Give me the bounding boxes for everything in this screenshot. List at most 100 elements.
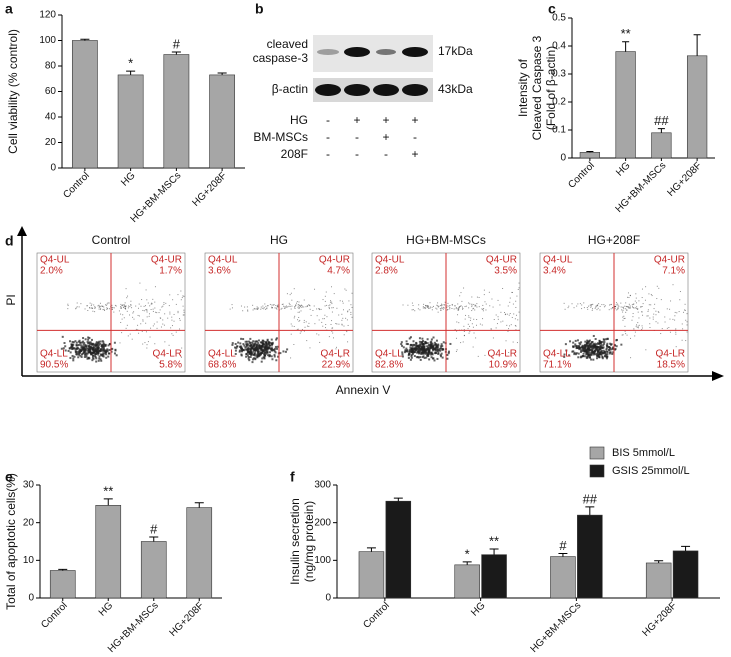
event-dot [328, 336, 330, 338]
event-dot [165, 302, 167, 304]
event-dot [460, 292, 462, 294]
event-dot [587, 351, 590, 354]
event-dot [240, 345, 243, 348]
event-dot [637, 325, 639, 327]
event-dot [620, 306, 622, 308]
event-dot [446, 306, 448, 308]
event-dot [625, 311, 627, 313]
event-dot [99, 305, 101, 307]
event-dot [142, 343, 144, 345]
event-dot [229, 308, 231, 310]
event-dot [71, 340, 74, 343]
event-dot [261, 339, 264, 342]
event-dot [75, 307, 77, 309]
event-dot [655, 321, 657, 323]
event-dot [76, 352, 79, 355]
event-dot [238, 349, 241, 352]
event-dot [231, 343, 234, 346]
event-dot [467, 323, 469, 325]
event-dot [622, 319, 624, 321]
event-dot [600, 353, 603, 356]
event-dot [596, 343, 599, 346]
event-dot [249, 349, 252, 352]
event-dot [99, 308, 101, 310]
event-dot [256, 308, 258, 310]
event-dot [346, 319, 348, 321]
event-dot [182, 295, 184, 297]
event-dot [590, 305, 592, 307]
event-dot [435, 307, 437, 309]
event-dot [594, 353, 597, 356]
event-dot [674, 315, 676, 317]
event-dot [97, 340, 100, 343]
event-dot [414, 347, 417, 350]
event-dot [289, 294, 291, 296]
bar [209, 74, 236, 169]
event-dot [85, 354, 88, 357]
event-dot [106, 348, 109, 351]
event-dot [637, 327, 639, 329]
event-dot [146, 311, 148, 313]
event-dot [684, 309, 686, 311]
event-dot [92, 310, 94, 312]
quadrant-name: Q4-LL [543, 349, 571, 360]
event-dot [430, 345, 433, 348]
event-dot [651, 295, 653, 297]
event-dot [419, 356, 422, 359]
event-dot [410, 355, 413, 358]
blot-image [313, 35, 433, 102]
event-dot [485, 309, 487, 311]
event-dot [159, 317, 161, 319]
event-dot [412, 340, 415, 343]
event-dot [76, 344, 79, 347]
event-dot [416, 347, 419, 350]
event-dot [75, 308, 77, 310]
event-dot [436, 357, 439, 360]
event-dot [240, 349, 243, 352]
event-dot [92, 351, 95, 354]
event-dot [478, 306, 480, 308]
event-dot [447, 308, 449, 310]
event-dot [627, 296, 629, 298]
event-dot [462, 307, 464, 309]
event-dot [316, 308, 318, 310]
event-dot [147, 341, 149, 343]
event-dot [244, 306, 246, 308]
event-dot [479, 323, 481, 325]
event-dot [303, 299, 305, 301]
event-dot [622, 316, 624, 318]
event-dot [254, 354, 257, 357]
significance-marker: ** [103, 483, 113, 498]
event-dot [102, 341, 105, 344]
event-dot [124, 308, 126, 310]
event-dot [261, 344, 264, 347]
event-dot [277, 305, 279, 307]
event-dot [131, 338, 133, 340]
quadrant-name: Q4-LL [40, 349, 68, 360]
event-dot [106, 303, 108, 305]
band [402, 84, 428, 96]
event-dot [73, 347, 76, 350]
event-dot [104, 352, 107, 355]
event-dot [632, 306, 634, 308]
event-dot [419, 344, 422, 347]
event-dot [425, 347, 428, 350]
event-dot [429, 352, 432, 355]
event-dot [492, 337, 494, 339]
event-dot [141, 330, 143, 332]
event-dot [681, 323, 683, 325]
event-dot [421, 350, 424, 353]
quadrant-name: Q4-LL [375, 349, 403, 360]
event-dot [87, 338, 90, 341]
event-dot [577, 303, 579, 305]
event-dot [474, 305, 476, 307]
event-dot [240, 348, 243, 351]
event-dot [586, 352, 589, 355]
flow-plot-title: HG+208F [588, 233, 640, 247]
event-dot [268, 344, 271, 347]
event-dot [567, 307, 569, 309]
event-dot [289, 304, 291, 306]
treatment-sign: - [413, 130, 417, 144]
event-dot [588, 343, 591, 346]
event-dot [422, 346, 425, 349]
